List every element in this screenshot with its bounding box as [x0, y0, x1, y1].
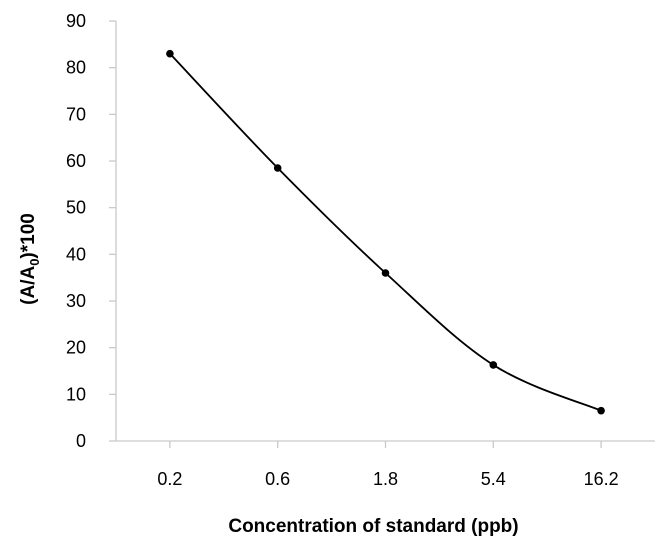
data-point	[166, 49, 174, 58]
x-tick-label: 0.2	[157, 469, 182, 489]
x-tick-label: 1.8	[373, 469, 398, 489]
data-point	[381, 269, 390, 277]
data-point	[597, 406, 605, 415]
x-tick-label: 0.6	[265, 469, 290, 489]
y-axis-title: (A/A0)*100	[18, 213, 42, 305]
y-tick-label: 50	[66, 198, 86, 218]
data-point	[489, 361, 498, 369]
y-tick-label: 90	[66, 11, 86, 31]
series-line	[169, 53, 602, 412]
y-tick-label: 40	[66, 244, 86, 264]
y-tick-label: 60	[66, 151, 86, 171]
y-tick-label: 30	[66, 291, 86, 311]
y-axis-title-subscript: 0	[27, 259, 42, 266]
y-tick-label: 20	[66, 338, 86, 358]
y-tick-label: 0	[76, 431, 86, 451]
y-axis-title-suffix: )*100	[18, 213, 39, 258]
x-tick-label: 5.4	[481, 469, 506, 489]
x-axis-title: Concentration of standard (ppb)	[228, 516, 518, 537]
y-tick-label: 70	[66, 104, 86, 124]
plot-area	[166, 49, 605, 415]
x-tick-label: 16.2	[584, 469, 619, 489]
y-tick-label: 80	[66, 58, 86, 78]
y-axis-title-prefix: (A/A	[18, 266, 39, 305]
data-point	[273, 164, 282, 172]
y-axis: 0 10 20 30 40 50 60 70 80 90	[66, 11, 117, 451]
x-axis: 0.2 0.6 1.8 5.4 16.2	[116, 440, 655, 489]
y-tick-label: 10	[66, 384, 86, 404]
